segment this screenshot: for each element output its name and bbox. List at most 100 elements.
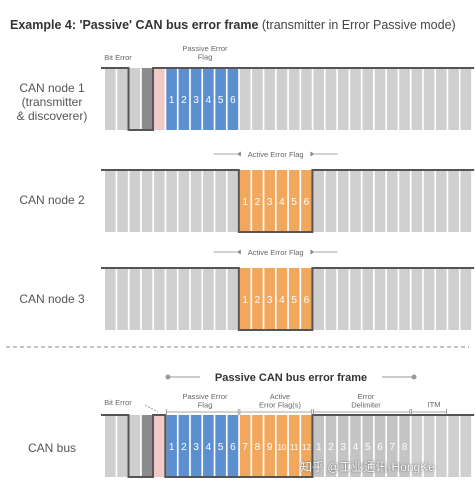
bit-5 <box>154 170 165 232</box>
bit-29 <box>448 268 459 330</box>
bit-7 <box>178 415 190 477</box>
bit-8 <box>190 68 202 130</box>
bit-8 <box>190 170 202 232</box>
row-can-bus-passive-number-2: 2 <box>181 442 187 453</box>
row-node-2-number-4: 4 <box>279 197 285 208</box>
row-can-bus-passive-number-1: 1 <box>169 442 175 453</box>
row-node-1-number-1: 1 <box>169 95 175 106</box>
bit-25 <box>399 170 410 232</box>
row-can-bus <box>105 415 472 477</box>
bit-22 <box>362 268 374 330</box>
bit-22 <box>362 170 374 232</box>
bit-2 <box>117 170 128 232</box>
row-node-3-number-5: 5 <box>291 295 297 306</box>
bus-section-title: Passive CAN bus error frame <box>215 372 367 384</box>
bit-18 <box>313 170 325 232</box>
bit-26 <box>411 68 423 130</box>
active-error-flag-label-node-3-arrowhead-right <box>310 249 315 255</box>
bit-27 <box>423 170 435 232</box>
active-error-flag-label-node-2-arrowhead-left <box>236 151 241 157</box>
bit-26 <box>411 268 423 330</box>
row-can-bus-active-number-12: 12 <box>302 443 311 452</box>
bit-error-label-top: Bit Error <box>104 53 132 62</box>
bit-8 <box>190 415 202 477</box>
active-error-flag-label-node-3: Active Error Flag <box>248 248 304 257</box>
bit-6 <box>166 415 177 477</box>
row-can-bus-active-number-9: 9 <box>267 442 273 453</box>
bit-17 <box>301 170 312 232</box>
bit-25 <box>399 268 410 330</box>
bit-15 <box>276 68 288 130</box>
bit-18 <box>313 68 325 130</box>
bit-14 <box>264 68 275 130</box>
node-label-3: CAN node 3 <box>19 292 85 306</box>
bit-23 <box>374 170 386 232</box>
row-can-bus-active-number-11: 11 <box>290 443 299 452</box>
row-node-3-number-6: 6 <box>304 295 310 306</box>
row-can-bus-passive-number-5: 5 <box>218 442 224 453</box>
bus-passive-error-flag-label-line-1: Passive Error <box>182 392 228 401</box>
bit-2 <box>117 415 128 477</box>
row-node-2-number-3: 3 <box>267 197 273 208</box>
bit-21 <box>350 170 361 232</box>
bit-14 <box>264 415 275 477</box>
passive-error-flag-label-line-2: Flag <box>198 53 213 62</box>
row-node-2-number-6: 6 <box>304 197 310 208</box>
bit-7 <box>178 268 190 330</box>
row-node-2-number-1: 1 <box>242 197 248 208</box>
bit-22 <box>362 415 374 477</box>
bit-28 <box>436 170 447 232</box>
row-node-1-number-4: 4 <box>206 95 212 106</box>
row-can-bus-passive-number-3: 3 <box>193 442 199 453</box>
bit-20 <box>337 268 349 330</box>
node-label-2: CAN node 2 <box>19 193 85 207</box>
row-node-2 <box>105 170 472 232</box>
bit-21 <box>350 268 361 330</box>
bit-13 <box>252 415 263 477</box>
bit-29 <box>448 68 459 130</box>
bit-15 <box>276 170 288 232</box>
bit-24 <box>386 68 398 130</box>
bit-4 <box>141 268 153 330</box>
bus-title-dot-right <box>411 374 417 380</box>
bus-passive-error-flag-label-line-2: Flag <box>198 401 213 410</box>
node-label-1: CAN node 1 (transmitter & discoverer) <box>16 81 88 123</box>
row-node-3-number-1: 1 <box>242 295 248 306</box>
bit-11 <box>227 268 239 330</box>
bit-27 <box>423 268 435 330</box>
bit-5 <box>154 268 165 330</box>
bit-10 <box>215 415 226 477</box>
row-node-2-number-2: 2 <box>255 197 261 208</box>
bit-14 <box>264 170 275 232</box>
bit-19 <box>325 68 337 130</box>
bit-2 <box>117 68 128 130</box>
bit-28 <box>436 68 447 130</box>
row-node-3 <box>105 268 472 330</box>
bit-24 <box>386 170 398 232</box>
bit-30 <box>460 268 472 330</box>
bit-9 <box>203 415 214 477</box>
bit-1 <box>105 170 116 232</box>
bit-3 <box>129 170 141 232</box>
bit-26 <box>411 415 423 477</box>
bit-7 <box>178 170 190 232</box>
row-can-bus-active-number-10: 10 <box>277 443 286 452</box>
bit-9 <box>203 268 214 330</box>
row-node-1-number-3: 3 <box>193 95 199 106</box>
node-label-bus: CAN bus <box>27 441 77 455</box>
bit-15 <box>276 415 288 477</box>
watermark: 知乎 @工业通讯-HongKe <box>300 460 435 474</box>
bit-30 <box>460 415 472 477</box>
bit-19 <box>325 268 337 330</box>
bit-15 <box>276 268 288 330</box>
bit-17 <box>301 415 312 477</box>
bit-30 <box>460 170 472 232</box>
row-node-1 <box>105 68 472 130</box>
bit-error-pointer <box>144 404 159 413</box>
row-can-bus-passive-number-4: 4 <box>206 442 212 453</box>
bit-26 <box>411 170 423 232</box>
bit-8 <box>190 268 202 330</box>
bit-23 <box>374 415 386 477</box>
bit-1 <box>105 415 116 477</box>
